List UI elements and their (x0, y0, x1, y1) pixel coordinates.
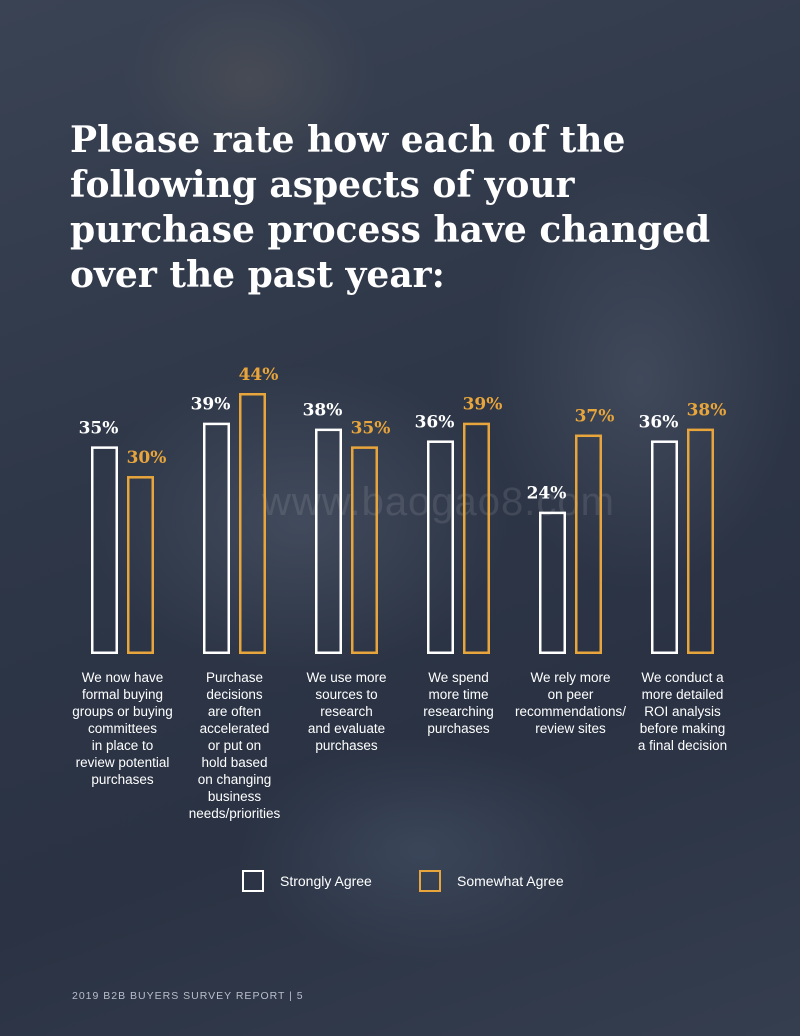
bar-somewhat-agree-5 (575, 434, 602, 655)
legend: Strongly Agree Somewhat Agree (0, 870, 800, 900)
bar-strongly-agree-3 (315, 428, 342, 654)
footer-text: 2019 B2B BUYERS SURVEY REPORT | 5 (72, 990, 304, 1002)
data-label-somewhat-agree-6: 38% (687, 401, 727, 421)
data-label-strongly-agree-5: 24% (527, 484, 567, 504)
bar-strongly-agree-2 (203, 422, 230, 654)
legend-item-somewhat-agree: Somewhat Agree (419, 870, 564, 892)
bar-somewhat-agree-1 (127, 476, 154, 654)
watermark: www.baogao8.com (262, 480, 615, 524)
page-title: Please rate how each of the following as… (70, 119, 711, 296)
bar-chart: 35% 30% 39% 44% 38% 35% 36% 39% 24% 37% 36% 38% (79, 365, 727, 655)
data-label-strongly-agree-1: 35% (79, 418, 119, 438)
data-label-strongly-agree-4: 36% (415, 412, 455, 432)
bar-somewhat-agree-6 (687, 428, 714, 654)
category-label-3: We use more sources to research and eval… (306, 670, 387, 753)
data-label-strongly-agree-6: 36% (639, 412, 679, 432)
category-label-4: We spend more time researching purchases (423, 670, 494, 736)
legend-label-strongly-agree: Strongly Agree (280, 873, 372, 889)
bar-strongly-agree-6 (651, 440, 678, 655)
data-label-somewhat-agree-1: 30% (127, 448, 167, 468)
bar-somewhat-agree-4 (463, 422, 490, 654)
data-label-somewhat-agree-3: 35% (351, 418, 391, 438)
bar-somewhat-agree-2 (239, 393, 266, 654)
data-label-strongly-agree-2: 39% (191, 395, 231, 415)
legend-label-somewhat-agree: Somewhat Agree (457, 873, 564, 889)
data-label-somewhat-agree-5: 37% (575, 407, 615, 427)
category-label-1: We now have formal buying groups or buyi… (72, 670, 173, 787)
bar-strongly-agree-1 (91, 446, 118, 654)
data-label-somewhat-agree-2: 44% (239, 365, 279, 385)
category-label-6: We conduct a more detailed ROI analysis … (637, 670, 728, 753)
legend-item-strongly-agree: Strongly Agree (242, 870, 372, 892)
category-label-2: Purchase decisions are often accelerated… (188, 670, 281, 821)
bar-strongly-agree-5 (539, 511, 566, 654)
bar-somewhat-agree-3 (351, 446, 378, 654)
legend-swatch-somewhat-agree (419, 870, 441, 892)
data-label-strongly-agree-3: 38% (303, 401, 343, 421)
legend-swatch-strongly-agree (242, 870, 264, 892)
bar-strongly-agree-4 (427, 440, 454, 655)
category-label-5: We rely more on peer recommendations/ re… (514, 670, 627, 736)
data-label-somewhat-agree-4: 39% (463, 395, 503, 415)
